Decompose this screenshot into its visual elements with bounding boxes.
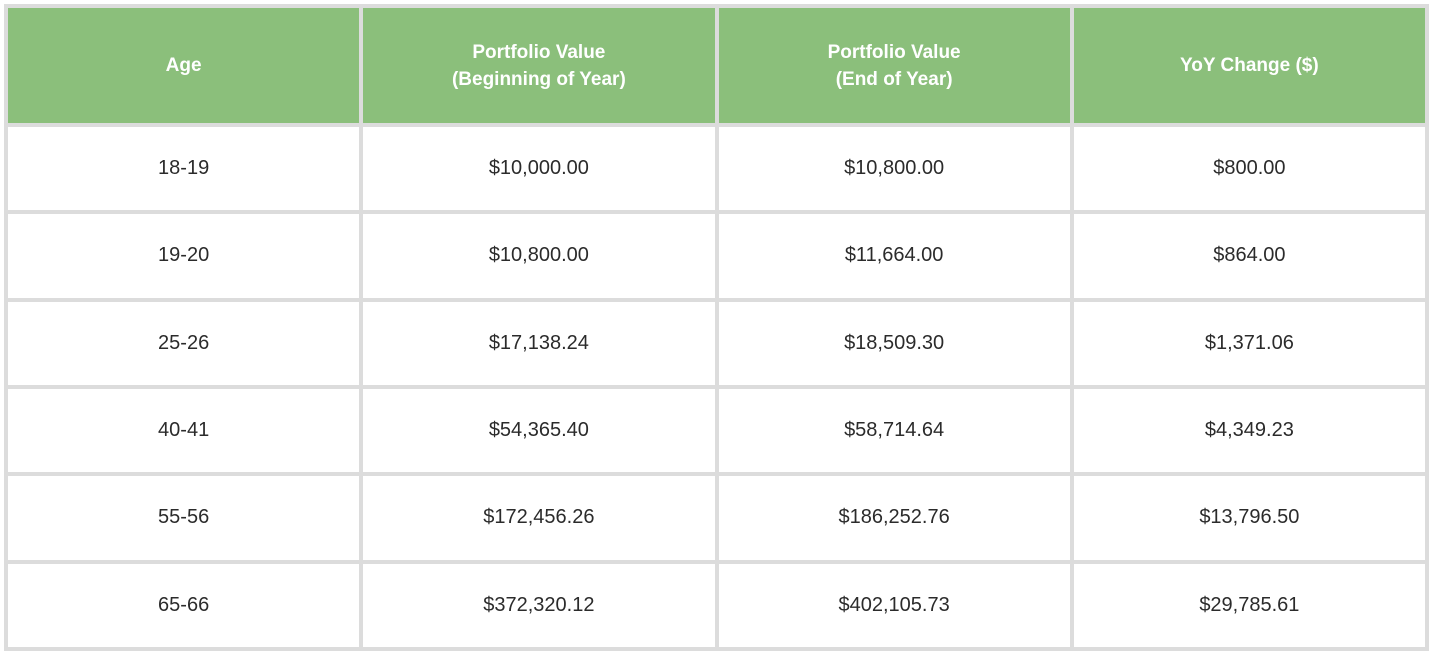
header-portfolio-value-end: Portfolio Value (End of Year): [718, 8, 1070, 123]
cell-end-value: $58,714.64: [718, 388, 1070, 473]
cell-beginning-value: $372,320.12: [363, 563, 715, 647]
portfolio-table-container: Age Portfolio Value (Beginning of Year) …: [4, 4, 1429, 651]
table-row: 18-19 $10,000.00 $10,800.00 $800.00: [8, 127, 1425, 211]
cell-yoy-change: $864.00: [1073, 214, 1425, 298]
cell-beginning-value: $172,456.26: [363, 476, 715, 560]
cell-age: 55-56: [8, 476, 360, 560]
table-header: Age Portfolio Value (Beginning of Year) …: [8, 8, 1425, 123]
cell-age: 18-19: [8, 127, 360, 211]
table-row: 40-41 $54,365.40 $58,714.64 $4,349.23: [8, 388, 1425, 473]
cell-end-value: $18,509.30: [718, 301, 1070, 385]
cell-age: 65-66: [8, 563, 360, 647]
table-body: 18-19 $10,000.00 $10,800.00 $800.00 19-2…: [8, 127, 1425, 647]
header-yoy-change: YoY Change ($): [1073, 8, 1425, 123]
cell-beginning-value: $10,800.00: [363, 214, 715, 298]
cell-beginning-value: $10,000.00: [363, 127, 715, 211]
cell-yoy-change: $800.00: [1073, 127, 1425, 211]
table-row: 55-56 $172,456.26 $186,252.76 $13,796.50: [8, 476, 1425, 560]
cell-yoy-change: $29,785.61: [1073, 563, 1425, 647]
cell-age: 25-26: [8, 301, 360, 385]
cell-age: 40-41: [8, 388, 360, 473]
portfolio-growth-table: Age Portfolio Value (Beginning of Year) …: [4, 4, 1429, 651]
cell-end-value: $402,105.73: [718, 563, 1070, 647]
cell-end-value: $11,664.00: [718, 214, 1070, 298]
cell-beginning-value: $17,138.24: [363, 301, 715, 385]
cell-yoy-change: $1,371.06: [1073, 301, 1425, 385]
cell-age: 19-20: [8, 214, 360, 298]
cell-end-value: $186,252.76: [718, 476, 1070, 560]
table-row: 19-20 $10,800.00 $11,664.00 $864.00: [8, 214, 1425, 298]
header-portfolio-value-beginning: Portfolio Value (Beginning of Year): [363, 8, 715, 123]
table-row: 25-26 $17,138.24 $18,509.30 $1,371.06: [8, 301, 1425, 385]
cell-yoy-change: $4,349.23: [1073, 388, 1425, 473]
header-age: Age: [8, 8, 360, 123]
cell-end-value: $10,800.00: [718, 127, 1070, 211]
table-row: 65-66 $372,320.12 $402,105.73 $29,785.61: [8, 563, 1425, 647]
cell-beginning-value: $54,365.40: [363, 388, 715, 473]
cell-yoy-change: $13,796.50: [1073, 476, 1425, 560]
header-row: Age Portfolio Value (Beginning of Year) …: [8, 8, 1425, 123]
